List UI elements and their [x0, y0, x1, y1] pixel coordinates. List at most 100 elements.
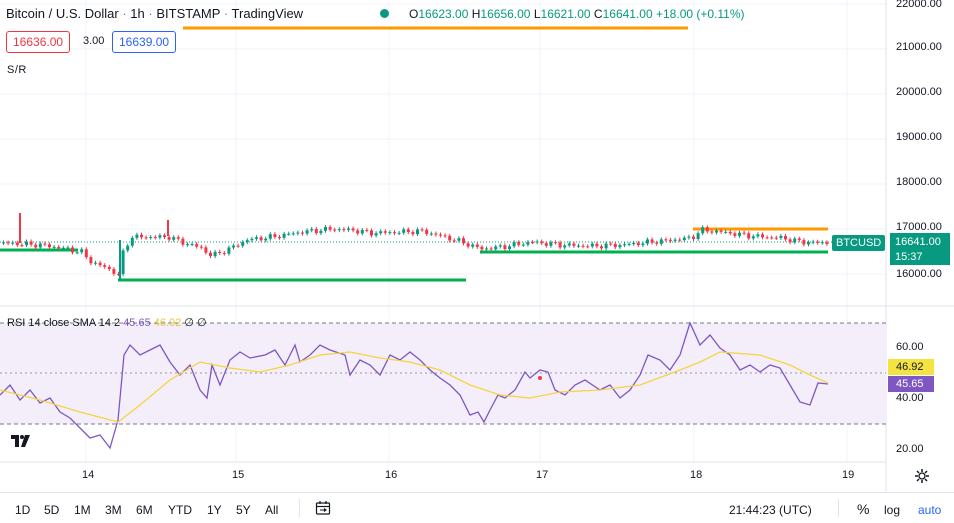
candle-body [282, 233, 286, 238]
symbol-name[interactable]: Bitcoin / U.S. Dollar [6, 6, 119, 21]
range-6m-button[interactable]: 6M [136, 503, 153, 517]
candle-body [80, 249, 84, 253]
spread-value: 3.00 [83, 35, 105, 47]
candle-body [761, 234, 764, 238]
candle-body [563, 245, 567, 248]
price-tick: 20000.00 [896, 86, 942, 98]
auto-scale-toggle[interactable]: auto [918, 503, 942, 517]
candle-body [259, 237, 263, 241]
candle-body [682, 237, 686, 241]
candle-body [480, 246, 484, 250]
candle-body [595, 243, 599, 247]
candle-body [673, 239, 677, 241]
candle-body [820, 242, 824, 244]
candle-body [144, 237, 148, 239]
candle-body [190, 244, 194, 246]
candle-body [319, 230, 323, 234]
candle-body [236, 245, 240, 247]
candle-body [167, 237, 171, 240]
rsi-marker [538, 376, 542, 380]
interval[interactable]: 1h [130, 6, 145, 21]
range-1d-button[interactable]: 1D [15, 503, 31, 517]
candle-body [425, 229, 429, 234]
candle-body [112, 269, 116, 274]
candle-body [75, 252, 79, 254]
chart-legend-header[interactable]: Bitcoin / U.S. Dollar · 1h · BITSTAMP · … [6, 6, 303, 21]
range-1m-button[interactable]: 1M [74, 503, 91, 517]
candle-body [98, 262, 102, 266]
range-1y-button[interactable]: 1Y [207, 503, 222, 517]
candle-body [310, 228, 314, 231]
candle-body [540, 241, 544, 244]
candle-body [379, 231, 383, 234]
buy-button[interactable]: 16639.00 [112, 31, 177, 53]
candle-body [439, 234, 442, 236]
rsi-title[interactable]: RSI 14 close SMA 14 2 [7, 317, 121, 329]
candle-body [84, 249, 88, 258]
close-label: C [593, 7, 603, 21]
high-value: 16656.00 [480, 7, 531, 21]
candle-body [485, 248, 488, 250]
candle-body [11, 242, 15, 244]
candle-body [158, 235, 162, 238]
candle-body [29, 241, 33, 245]
candle-body [535, 241, 539, 243]
candle-body [807, 242, 810, 245]
candle-body [126, 245, 130, 251]
candle-body [296, 232, 300, 234]
candle-body [797, 238, 801, 241]
candle-body [347, 228, 350, 230]
rsi-legend[interactable]: RSI 14 close SMA 14 2 45.65 46.92 ∅ ∅ [7, 316, 207, 329]
candle-body [397, 232, 401, 234]
percent-scale-toggle[interactable]: % [857, 501, 870, 517]
candle-body [186, 244, 189, 246]
range-ytd-button[interactable]: YTD [168, 503, 192, 517]
rsi-tick: 40.00 [896, 392, 924, 404]
candle-body [314, 228, 318, 234]
date-range-calendar-icon[interactable] [315, 500, 331, 516]
close-value: 16641.00 [602, 7, 653, 21]
candle-body [701, 227, 705, 234]
candlestick-series[interactable] [2, 213, 829, 280]
candle-body [25, 241, 28, 246]
candle-body [291, 233, 295, 235]
candle-body [273, 234, 277, 237]
chart-canvas[interactable] [0, 0, 954, 492]
sr-indicator-label[interactable]: S/R [7, 64, 27, 76]
candle-body [66, 247, 70, 249]
settings-gear-icon[interactable] [914, 468, 930, 484]
candle-body [641, 243, 645, 246]
price-tick: 18000.00 [896, 176, 942, 188]
candle-body [15, 242, 19, 246]
candle-body [494, 246, 498, 250]
clock-timezone[interactable]: 21:44:23 (UTC) [729, 503, 812, 517]
candle-body [600, 246, 603, 249]
candle-body [572, 243, 576, 246]
candle-body [227, 247, 231, 254]
provider: TradingView [231, 6, 304, 21]
candle-body [199, 246, 203, 248]
range-3m-button[interactable]: 3M [105, 503, 122, 517]
range-5d-button[interactable]: 5D [44, 503, 60, 517]
rsi-line[interactable] [0, 321, 829, 450]
rsi-sma-line[interactable] [0, 351, 829, 423]
tradingview-logo-icon[interactable] [8, 430, 36, 452]
log-scale-toggle[interactable]: log [884, 503, 901, 517]
candle-body [811, 241, 815, 243]
candle-body [586, 246, 590, 248]
candle-body [287, 233, 291, 235]
sell-button[interactable]: 16636.00 [6, 31, 71, 53]
candle-body [623, 244, 626, 246]
candle-body [411, 232, 415, 235]
range-all-button[interactable]: All [265, 503, 279, 517]
candle-body [163, 235, 166, 238]
market-open-dot-icon [380, 9, 389, 18]
bar-countdown: 15:37 [895, 251, 923, 263]
candle-body [213, 251, 217, 257]
candle-body [724, 231, 728, 233]
symbol-price-tag: BTCUSD [832, 235, 886, 251]
candle-body [705, 227, 709, 232]
candle-body [416, 229, 419, 235]
separator: · [122, 6, 127, 21]
range-5y-button[interactable]: 5Y [236, 503, 251, 517]
